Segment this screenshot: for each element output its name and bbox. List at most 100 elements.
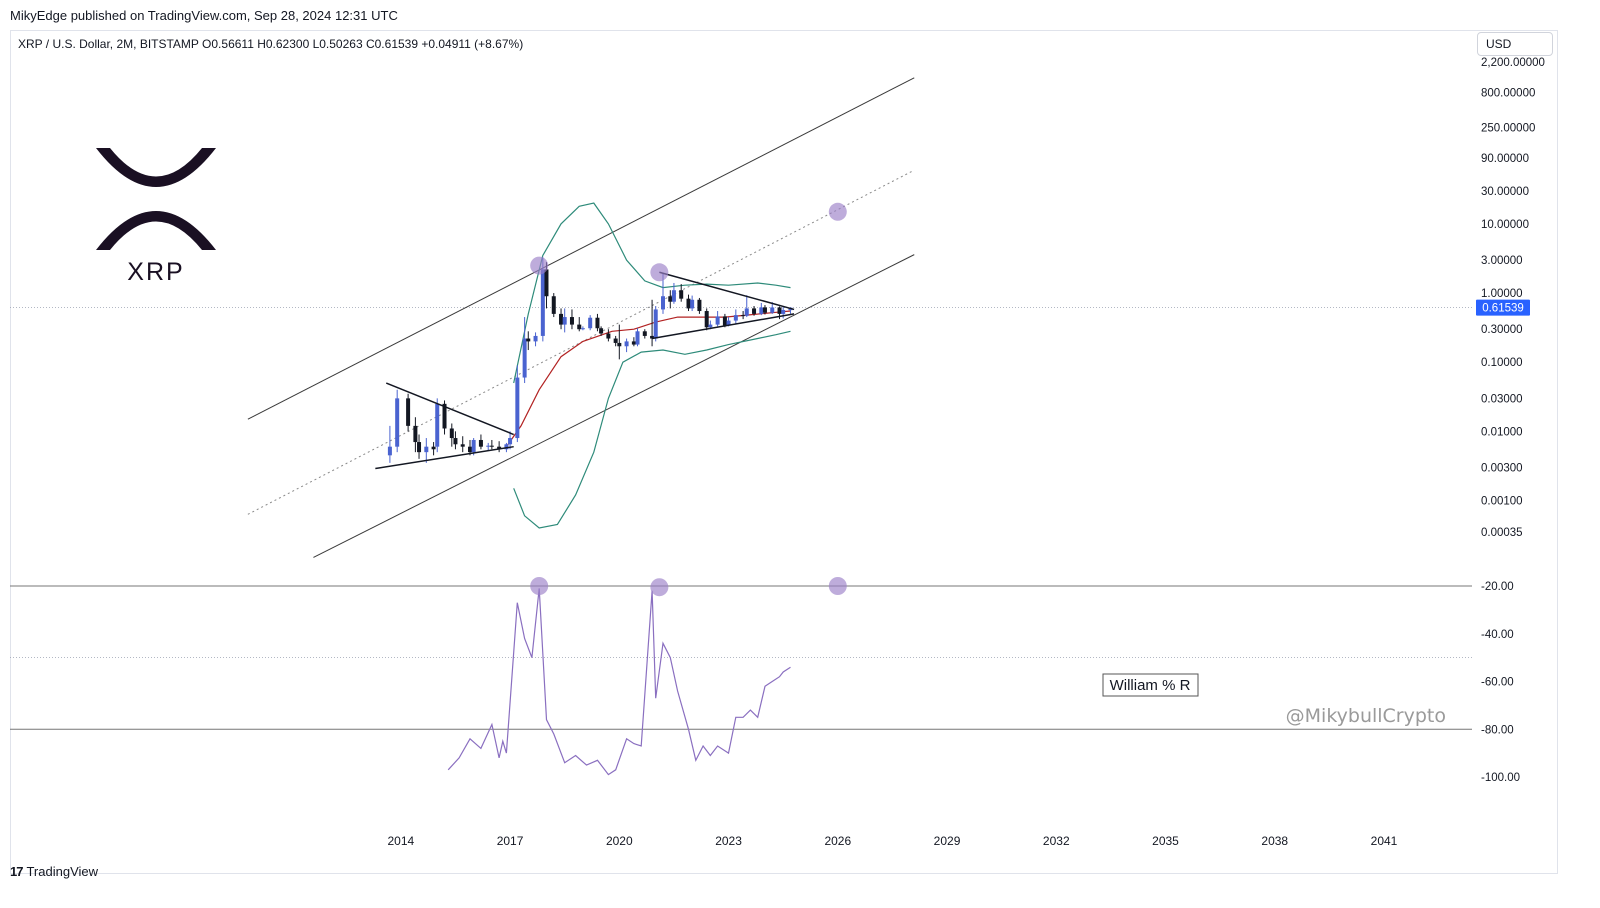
tradingview-brand: TradingView	[26, 864, 99, 879]
candle	[704, 308, 709, 331]
candle-body	[697, 299, 702, 312]
candle-body	[762, 307, 767, 313]
williams-r-pane: -20.00 -40.00 -60.00 -80.00 -100.00	[10, 577, 1520, 784]
candle-body	[489, 445, 494, 447]
candle-body	[413, 425, 418, 443]
candle-body	[599, 328, 604, 334]
xrp-logo: XRP	[96, 148, 216, 286]
candle	[577, 317, 582, 332]
candle	[679, 284, 684, 302]
axes: 2,200.00000 800.00000 250.00000 90.00000 30.…	[387, 57, 1544, 848]
candle	[395, 389, 400, 453]
candle	[580, 326, 585, 331]
candle-body	[424, 446, 429, 453]
marker-dot	[530, 256, 549, 275]
candle-body	[650, 335, 655, 339]
candle	[595, 313, 600, 332]
price-tick-label: 250.00000	[1481, 122, 1535, 134]
candle-body	[708, 324, 713, 328]
candle	[686, 294, 691, 312]
candle-body	[468, 446, 473, 453]
candle-body	[431, 446, 436, 450]
candle-body	[690, 299, 695, 309]
bollinger-upper-line	[513, 202, 791, 384]
candle	[562, 308, 567, 333]
candle-body	[526, 338, 531, 342]
price-tick-label: 0.00300	[1481, 462, 1523, 474]
candle-body	[617, 342, 622, 347]
price-tick-label: 0.00035	[1481, 527, 1523, 539]
williams-r-label: William % R	[1102, 673, 1199, 697]
symbol-legend[interactable]: XRP / U.S. Dollar, 2M, BITSTAMP O0.56611…	[18, 37, 524, 51]
time-tick-label: 2041	[1371, 834, 1398, 848]
time-tick-label: 2029	[934, 834, 961, 848]
price-tick-label: 0.01000	[1481, 426, 1523, 438]
time-tick-label: 2026	[824, 834, 851, 848]
candle-body	[540, 269, 545, 336]
candle-body	[781, 309, 786, 314]
marker-dot	[650, 263, 669, 282]
channel-line-0	[247, 77, 915, 420]
candle-body	[642, 331, 647, 336]
wr-tick-label: -100.00	[1481, 772, 1520, 784]
candle	[624, 338, 629, 353]
candle-body	[395, 398, 400, 447]
wr-marker-dot	[650, 578, 669, 597]
candle-body	[741, 315, 746, 317]
candle-body	[522, 338, 527, 378]
candle	[733, 309, 738, 324]
candle-body	[442, 403, 447, 429]
candle	[449, 423, 454, 447]
candle-body	[417, 442, 422, 453]
sma-line	[505, 310, 791, 448]
candle	[413, 417, 418, 453]
candle	[569, 309, 574, 330]
price-tick-label: 10.00000	[1481, 219, 1529, 231]
candle-body	[588, 317, 593, 329]
time-tick-label: 2020	[606, 834, 633, 848]
candle	[744, 295, 749, 318]
price-tick-label: 800.00000	[1481, 87, 1535, 99]
candle-body	[562, 317, 567, 325]
candle-body	[471, 439, 476, 453]
chart-frame[interactable]	[10, 30, 1558, 874]
candle	[606, 329, 611, 342]
candle-body	[577, 324, 582, 330]
candle	[559, 308, 564, 330]
candle	[431, 442, 436, 456]
time-tick-label: 2032	[1043, 834, 1070, 848]
candle-body	[606, 333, 611, 339]
price-tick-label: 0.10000	[1481, 357, 1523, 369]
candle-body	[686, 298, 691, 309]
candle-body	[624, 341, 629, 347]
candle	[424, 438, 429, 463]
price-tick-label: 0.03000	[1481, 393, 1523, 405]
candle	[387, 425, 392, 463]
candle	[635, 328, 640, 347]
candle-body	[595, 317, 600, 329]
candle-body	[613, 338, 618, 343]
time-tick-label: 2023	[715, 834, 742, 848]
candle-body	[744, 308, 749, 316]
candle-body	[533, 335, 538, 342]
last-price-badge	[1476, 299, 1530, 316]
price-tick-label: 3.00000	[1481, 255, 1523, 267]
candle	[668, 290, 673, 309]
candle-body	[668, 296, 673, 302]
marker-dots	[530, 202, 847, 282]
price-tick-label: 90.00000	[1481, 153, 1529, 165]
tradingview-footer[interactable]: 17 TradingView	[10, 864, 98, 879]
currency-selector[interactable]: USD	[1477, 32, 1553, 56]
trend-channel	[247, 77, 915, 558]
candle	[551, 293, 556, 318]
candle-series	[387, 257, 793, 463]
candle	[489, 439, 494, 450]
candle-body	[515, 377, 520, 439]
candle	[522, 317, 527, 384]
candle-body	[406, 398, 411, 426]
candle-body	[460, 444, 465, 447]
triangle-1-lower	[651, 313, 795, 340]
price-tick-label: 0.00100	[1481, 495, 1523, 507]
candle-body	[478, 439, 483, 447]
